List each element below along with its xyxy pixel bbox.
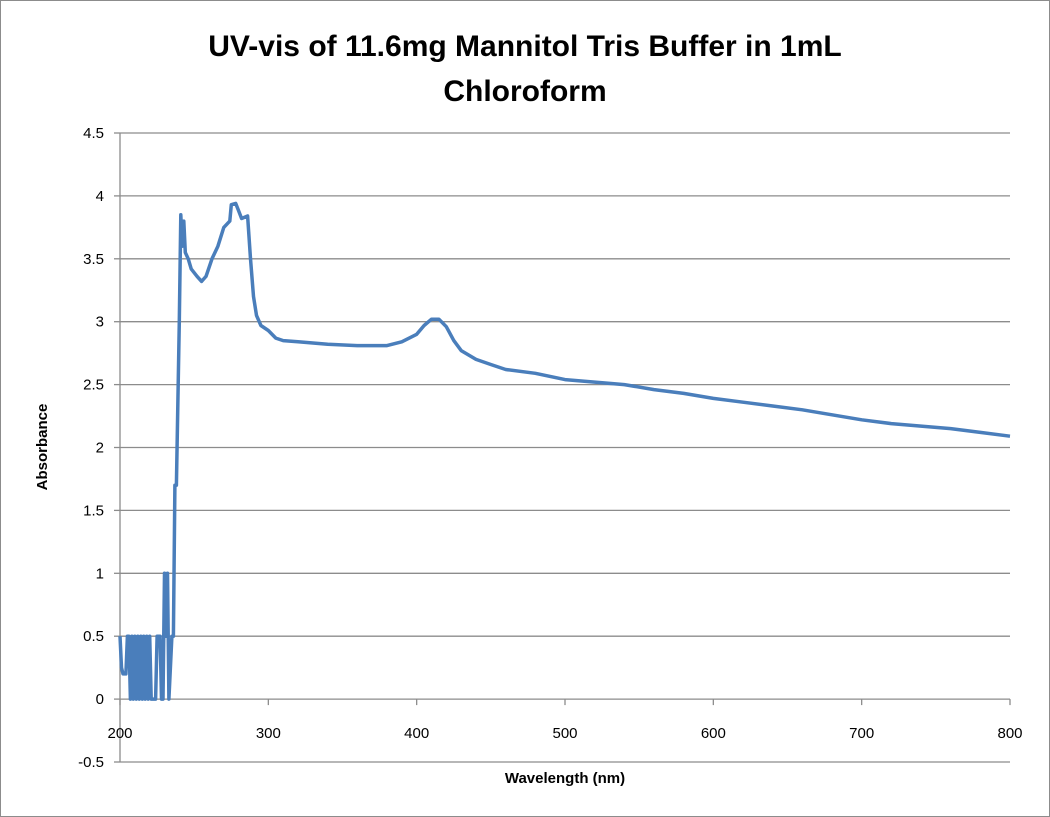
x-tick-label: 700 bbox=[849, 725, 874, 742]
x-tick-label: 600 bbox=[701, 725, 726, 742]
y-tick-label: 1.5 bbox=[83, 502, 104, 519]
y-tick-label: 0.5 bbox=[83, 628, 104, 645]
y-tick-label: 1 bbox=[96, 565, 104, 582]
y-tick-label: -0.5 bbox=[78, 754, 104, 771]
y-tick-label: 2 bbox=[96, 440, 104, 457]
x-tick-label: 400 bbox=[404, 725, 429, 742]
y-tick-label: 2.5 bbox=[83, 377, 104, 394]
x-tick-label: 500 bbox=[552, 725, 577, 742]
y-tick-label: 4 bbox=[96, 188, 104, 205]
x-tick-label: 800 bbox=[997, 725, 1022, 742]
y-tick-label: 0 bbox=[96, 691, 104, 708]
y-tick-label: 4.5 bbox=[83, 125, 104, 142]
x-tick-label: 300 bbox=[256, 725, 281, 742]
x-tick-label: 200 bbox=[107, 725, 132, 742]
x-axis-label: Wavelength (nm) bbox=[505, 770, 625, 787]
y-axis-label: Absorbance bbox=[34, 404, 51, 491]
chart-title-line-1: UV-vis of 11.6mg Mannitol Tris Buffer in… bbox=[208, 30, 841, 63]
y-tick-label: 3 bbox=[96, 314, 104, 331]
chart-title-line-2: Chloroform bbox=[443, 75, 606, 108]
series-line-absorbance bbox=[118, 201, 1011, 701]
y-tick-label: 3.5 bbox=[83, 251, 104, 268]
